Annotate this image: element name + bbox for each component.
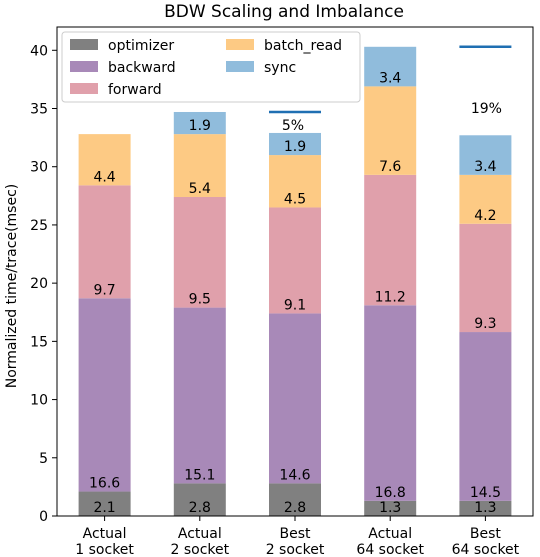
y-tick-label-0: 0: [39, 509, 48, 525]
bar-sync-3: [364, 46, 417, 87]
y-tick-label-15: 15: [30, 334, 48, 350]
x-tick-label-0-0: Actual: [83, 526, 127, 542]
legend-swatch-optimizer: [70, 39, 98, 50]
segment-labels-layer: 2.1 16.6 9.7 4.4 2.8 15.1 9.5 5.4 1.9 2.8 14.6 9.1 4…: [89, 70, 501, 516]
legend-swatch-sync: [226, 61, 254, 72]
x-tick-label-2-0: Best: [279, 526, 311, 542]
bar-optimizer-4: [459, 500, 512, 516]
legend-swatch-forward: [70, 83, 98, 94]
segment-label-batch_read-0: 4.4: [93, 169, 115, 185]
y-tick-label-10: 10: [30, 393, 48, 409]
legend-swatch-batch_read: [226, 39, 254, 50]
bar-forward-4: [459, 223, 512, 333]
segment-label-batch_read-4: 4.2: [474, 208, 496, 224]
bar-sync-2: [269, 132, 321, 156]
legend-label-backward: backward: [108, 60, 176, 76]
x-tick-label-1-1: 2 socket: [170, 542, 229, 557]
segment-label-batch_read-1: 5.4: [189, 181, 211, 197]
annotations-layer: 5% 19%: [269, 45, 512, 134]
segment-label-backward-2: 14.6: [279, 467, 310, 483]
bar-backward-3: [364, 305, 417, 501]
annotation-1: 19%: [471, 101, 502, 117]
bar-backward-0: [78, 298, 131, 492]
bar-optimizer-0: [78, 491, 131, 516]
y-tick-label-25: 25: [30, 218, 48, 234]
annotation-0: 5%: [282, 118, 304, 134]
bar-batch_read-0: [78, 134, 131, 186]
bar-forward-3: [364, 174, 417, 306]
x-tick-label-1-0: Actual: [178, 526, 222, 542]
bar-optimizer-1: [173, 483, 226, 516]
bar-sync-4: [459, 135, 512, 175]
bars-layer: [78, 46, 512, 516]
y-tick-label-30: 30: [30, 160, 48, 176]
segment-label-backward-3: 16.8: [375, 485, 406, 501]
bar-backward-1: [173, 307, 226, 484]
bar-optimizer-3: [364, 500, 417, 516]
segment-label-optimizer-4: 1.3: [474, 500, 496, 516]
bar-optimizer-2: [269, 483, 321, 516]
legend-box: [61, 31, 361, 103]
segment-label-forward-1: 9.5: [189, 292, 211, 308]
y-tick-label-5: 5: [39, 451, 48, 467]
x-tick-label-4-1: 64 socket: [452, 542, 520, 557]
bar-backward-2: [269, 313, 321, 484]
x-tick-label-3-1: 64 socket: [356, 542, 424, 557]
x-tick-label-0-1: 1 socket: [75, 542, 134, 557]
bar-forward-2: [269, 207, 321, 314]
segment-label-sync-2: 1.9: [284, 139, 306, 155]
segment-label-sync-3: 3.4: [379, 70, 401, 86]
segment-label-forward-3: 11.2: [375, 289, 406, 305]
x-tick-label-3-0: Actual: [368, 526, 412, 542]
bar-batch_read-3: [364, 86, 417, 175]
y-tick-label-40: 40: [30, 43, 48, 59]
chart-title: BDW Scaling and Imbalance: [164, 2, 404, 22]
bar-backward-4: [459, 332, 512, 501]
segment-label-backward-0: 16.6: [89, 476, 120, 492]
bar-batch_read-2: [269, 155, 321, 208]
segment-label-optimizer-3: 1.3: [379, 500, 401, 516]
bar-forward-0: [78, 185, 131, 299]
segment-label-optimizer-0: 2.1: [93, 500, 115, 516]
segment-label-sync-1: 1.9: [189, 118, 211, 134]
segment-label-forward-2: 9.1: [284, 297, 306, 313]
y-tick-label-35: 35: [30, 102, 48, 118]
segment-label-optimizer-2: 2.8: [284, 500, 306, 516]
legend-label-forward: forward: [108, 82, 162, 98]
segment-label-optimizer-1: 2.8: [189, 500, 211, 516]
x-tick-label-2-1: 2 socket: [266, 542, 325, 557]
legend-label-batch_read: batch_read: [264, 38, 342, 54]
bar-batch_read-1: [173, 134, 226, 197]
y-axis-label: Normalized time/trace(msec): [4, 184, 20, 389]
bar-sync-1: [173, 111, 226, 135]
y-tick-label-20: 20: [30, 276, 48, 292]
legend-label-sync: sync: [264, 60, 296, 76]
segment-label-batch_read-2: 4.5: [284, 191, 306, 207]
segment-label-sync-4: 3.4: [474, 159, 496, 175]
bar-forward-1: [173, 196, 226, 308]
legend-swatch-backward: [70, 61, 98, 72]
segment-label-forward-4: 9.3: [474, 316, 496, 332]
segment-label-forward-0: 9.7: [93, 282, 115, 298]
legend-label-optimizer: optimizer: [108, 38, 174, 54]
segment-label-batch_read-3: 7.6: [379, 159, 401, 175]
x-tick-label-4-0: Best: [470, 526, 502, 542]
segment-label-backward-4: 14.5: [470, 485, 501, 501]
segment-label-backward-1: 15.1: [184, 467, 215, 483]
bar-batch_read-4: [459, 174, 512, 224]
